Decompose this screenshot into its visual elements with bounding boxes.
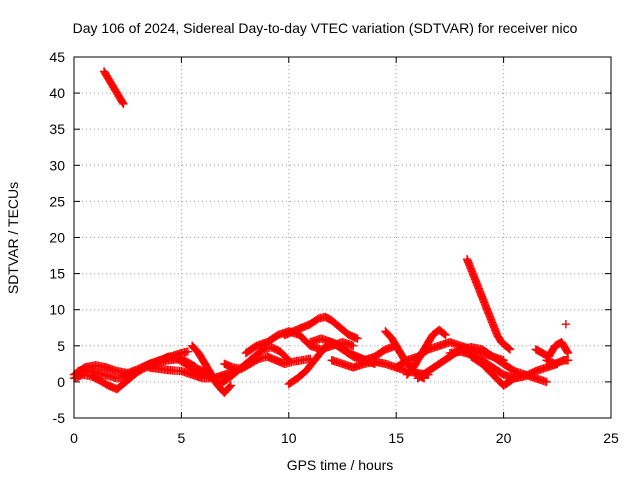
series-arc-20 <box>467 352 551 390</box>
x-tick-label: 10 <box>281 430 297 446</box>
plot-frame <box>73 56 612 419</box>
x-tick-label: 5 <box>178 430 186 446</box>
y-tick-label: 20 <box>49 230 65 246</box>
data-point-marker <box>563 347 572 356</box>
x-tick-label: 25 <box>603 430 619 446</box>
data-point-marker <box>143 362 152 371</box>
y-tick-label: 5 <box>57 338 65 354</box>
data-point-marker <box>313 315 322 324</box>
data-point-marker <box>441 330 450 340</box>
chart-title: Day 106 of 2024, Sidereal Day-to-day VTE… <box>73 20 578 36</box>
series-arc-10 <box>280 312 362 343</box>
y-tick-label: 30 <box>49 157 65 173</box>
series-arc-1 <box>99 67 128 109</box>
data-point-marker <box>349 341 358 350</box>
y-axis-label: SDTVAR / TECUs <box>5 182 21 294</box>
y-tick-label: 0 <box>57 374 65 390</box>
data-point-marker <box>225 382 234 391</box>
series-arc-23 <box>561 319 571 329</box>
series-arc-21 <box>531 337 573 361</box>
series-arc-22 <box>542 356 573 369</box>
data-point-marker <box>563 356 573 365</box>
data-point-marker <box>353 334 362 343</box>
data-point-marker <box>183 347 193 356</box>
data-point-marker <box>504 344 514 353</box>
y-tick-label: -5 <box>53 410 66 426</box>
data-point-marker <box>563 348 573 358</box>
y-tick-label: 35 <box>49 121 65 137</box>
data-point-marker <box>505 345 515 354</box>
data-point-marker <box>138 364 147 374</box>
x-axis-label: GPS time / hours <box>287 457 394 473</box>
x-tick-label: 15 <box>388 430 404 446</box>
y-tick-label: 45 <box>49 49 65 65</box>
series-arc-8 <box>220 352 315 374</box>
x-tick-label: 20 <box>496 430 512 446</box>
data-point-marker <box>561 319 571 329</box>
data-point-marker <box>440 329 449 339</box>
data-point-marker <box>119 99 128 109</box>
data-point-marker <box>253 355 262 364</box>
data-marks <box>69 67 573 397</box>
y-tick-label: 15 <box>49 266 65 282</box>
y-tick-label: 10 <box>49 302 65 318</box>
series-arc-18 <box>462 254 515 354</box>
x-tick-label: 0 <box>70 430 78 446</box>
data-point-marker <box>542 377 551 387</box>
data-point-marker <box>137 365 146 374</box>
y-tick-label: 25 <box>49 193 65 209</box>
data-point-marker <box>118 98 127 107</box>
y-tick-label: 40 <box>49 85 65 101</box>
data-point-marker <box>226 381 236 390</box>
